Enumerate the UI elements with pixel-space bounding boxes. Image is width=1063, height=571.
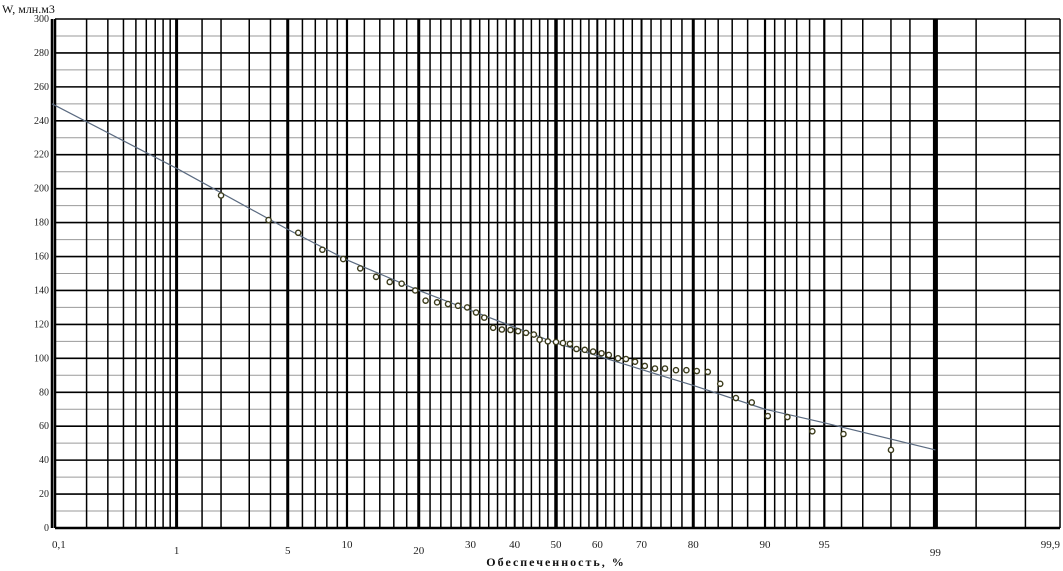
y-tick-labels: 0 20 40 60 80 100 120 140 160 180 200 220 240 260 280 3… (34, 14, 49, 534)
fit-line (51, 103, 936, 451)
data-point (840, 430, 847, 438)
data-point (683, 366, 690, 374)
data-point (514, 327, 522, 335)
data-point (704, 368, 712, 376)
data-point (784, 413, 791, 421)
data-point (641, 362, 649, 370)
data-point (217, 192, 225, 199)
data-point (559, 339, 567, 347)
y-tick-label: 180 (34, 218, 49, 229)
data-point (536, 336, 543, 343)
x-tick-label: 80 (688, 539, 700, 551)
y-tick-label: 40 (39, 455, 49, 466)
data-point (507, 326, 514, 334)
data-points (217, 192, 895, 454)
x-tick-label: 30 (465, 539, 477, 551)
data-point (589, 348, 597, 355)
data-point (809, 427, 816, 435)
data-point (552, 338, 560, 346)
data-point (544, 338, 552, 345)
data-point (887, 446, 895, 454)
data-point (356, 265, 364, 272)
data-point (480, 314, 488, 321)
grid (50, 18, 1061, 530)
data-point (444, 300, 452, 308)
data-point (398, 280, 405, 287)
data-point (522, 329, 530, 337)
y-tick-label: 120 (34, 319, 49, 330)
data-point (472, 309, 480, 316)
data-point (598, 349, 605, 357)
x-tick-label: 99,9 (1041, 539, 1061, 551)
data-point (463, 304, 471, 311)
x-tick-label: 40 (509, 539, 521, 551)
y-tick-label: 20 (39, 489, 49, 500)
data-point (294, 229, 302, 237)
x-tick-label: 95 (819, 539, 831, 551)
y-tick-label: 220 (34, 150, 49, 161)
x-tick-label: 0,1 (52, 539, 66, 551)
x-tick-labels: 0,1 1 5 10 20 30 40 50 60 70 80 90 95 99 99,9 (52, 539, 1061, 559)
data-point (530, 331, 538, 338)
x-tick-label: 60 (592, 539, 604, 551)
x-tick-label: 50 (551, 539, 563, 551)
data-point (748, 399, 756, 406)
data-point (651, 365, 659, 372)
data-point (454, 302, 462, 310)
y-tick-label: 280 (34, 48, 49, 59)
x-tick-label: 99 (930, 547, 942, 559)
data-point (386, 278, 394, 286)
data-point (716, 380, 724, 388)
x-tick-label: 70 (636, 539, 648, 551)
data-point (411, 287, 419, 294)
y-tick-label: 80 (39, 387, 49, 398)
data-point (339, 255, 347, 263)
y-tick-label: 260 (34, 82, 49, 93)
x-tick-label: 1 (174, 545, 180, 557)
data-point (573, 345, 580, 353)
y-tick-label: 140 (34, 285, 49, 296)
x-tick-label: 90 (760, 539, 772, 551)
data-point (631, 358, 639, 366)
x-tick-label: 20 (413, 545, 425, 557)
data-point (614, 355, 622, 362)
data-point (605, 351, 613, 359)
y-tick-label: 200 (34, 184, 49, 195)
x-axis-label: Обеспеченность, % (486, 555, 625, 569)
data-point (661, 365, 669, 372)
data-point (581, 346, 589, 354)
y-tick-label: 0 (44, 523, 49, 534)
data-point (265, 216, 272, 224)
data-point (498, 326, 506, 333)
data-point (622, 355, 630, 363)
y-tick-label: 60 (39, 421, 49, 432)
data-point (693, 367, 701, 375)
data-point (372, 273, 380, 281)
y-tick-label: 240 (34, 116, 49, 127)
data-point (489, 324, 497, 332)
data-point (319, 246, 326, 254)
data-point (422, 297, 429, 304)
y-axis-label: W, млн.м3 (2, 2, 55, 16)
data-point (672, 366, 680, 374)
data-point (764, 412, 772, 420)
x-tick-label: 5 (285, 545, 291, 557)
data-point (566, 340, 574, 348)
y-tick-label: 300 (34, 14, 49, 25)
y-tick-label: 100 (34, 353, 49, 364)
data-point (732, 394, 740, 402)
y-tick-label: 160 (34, 252, 49, 263)
data-point (433, 299, 441, 306)
x-tick-label: 10 (341, 539, 353, 551)
